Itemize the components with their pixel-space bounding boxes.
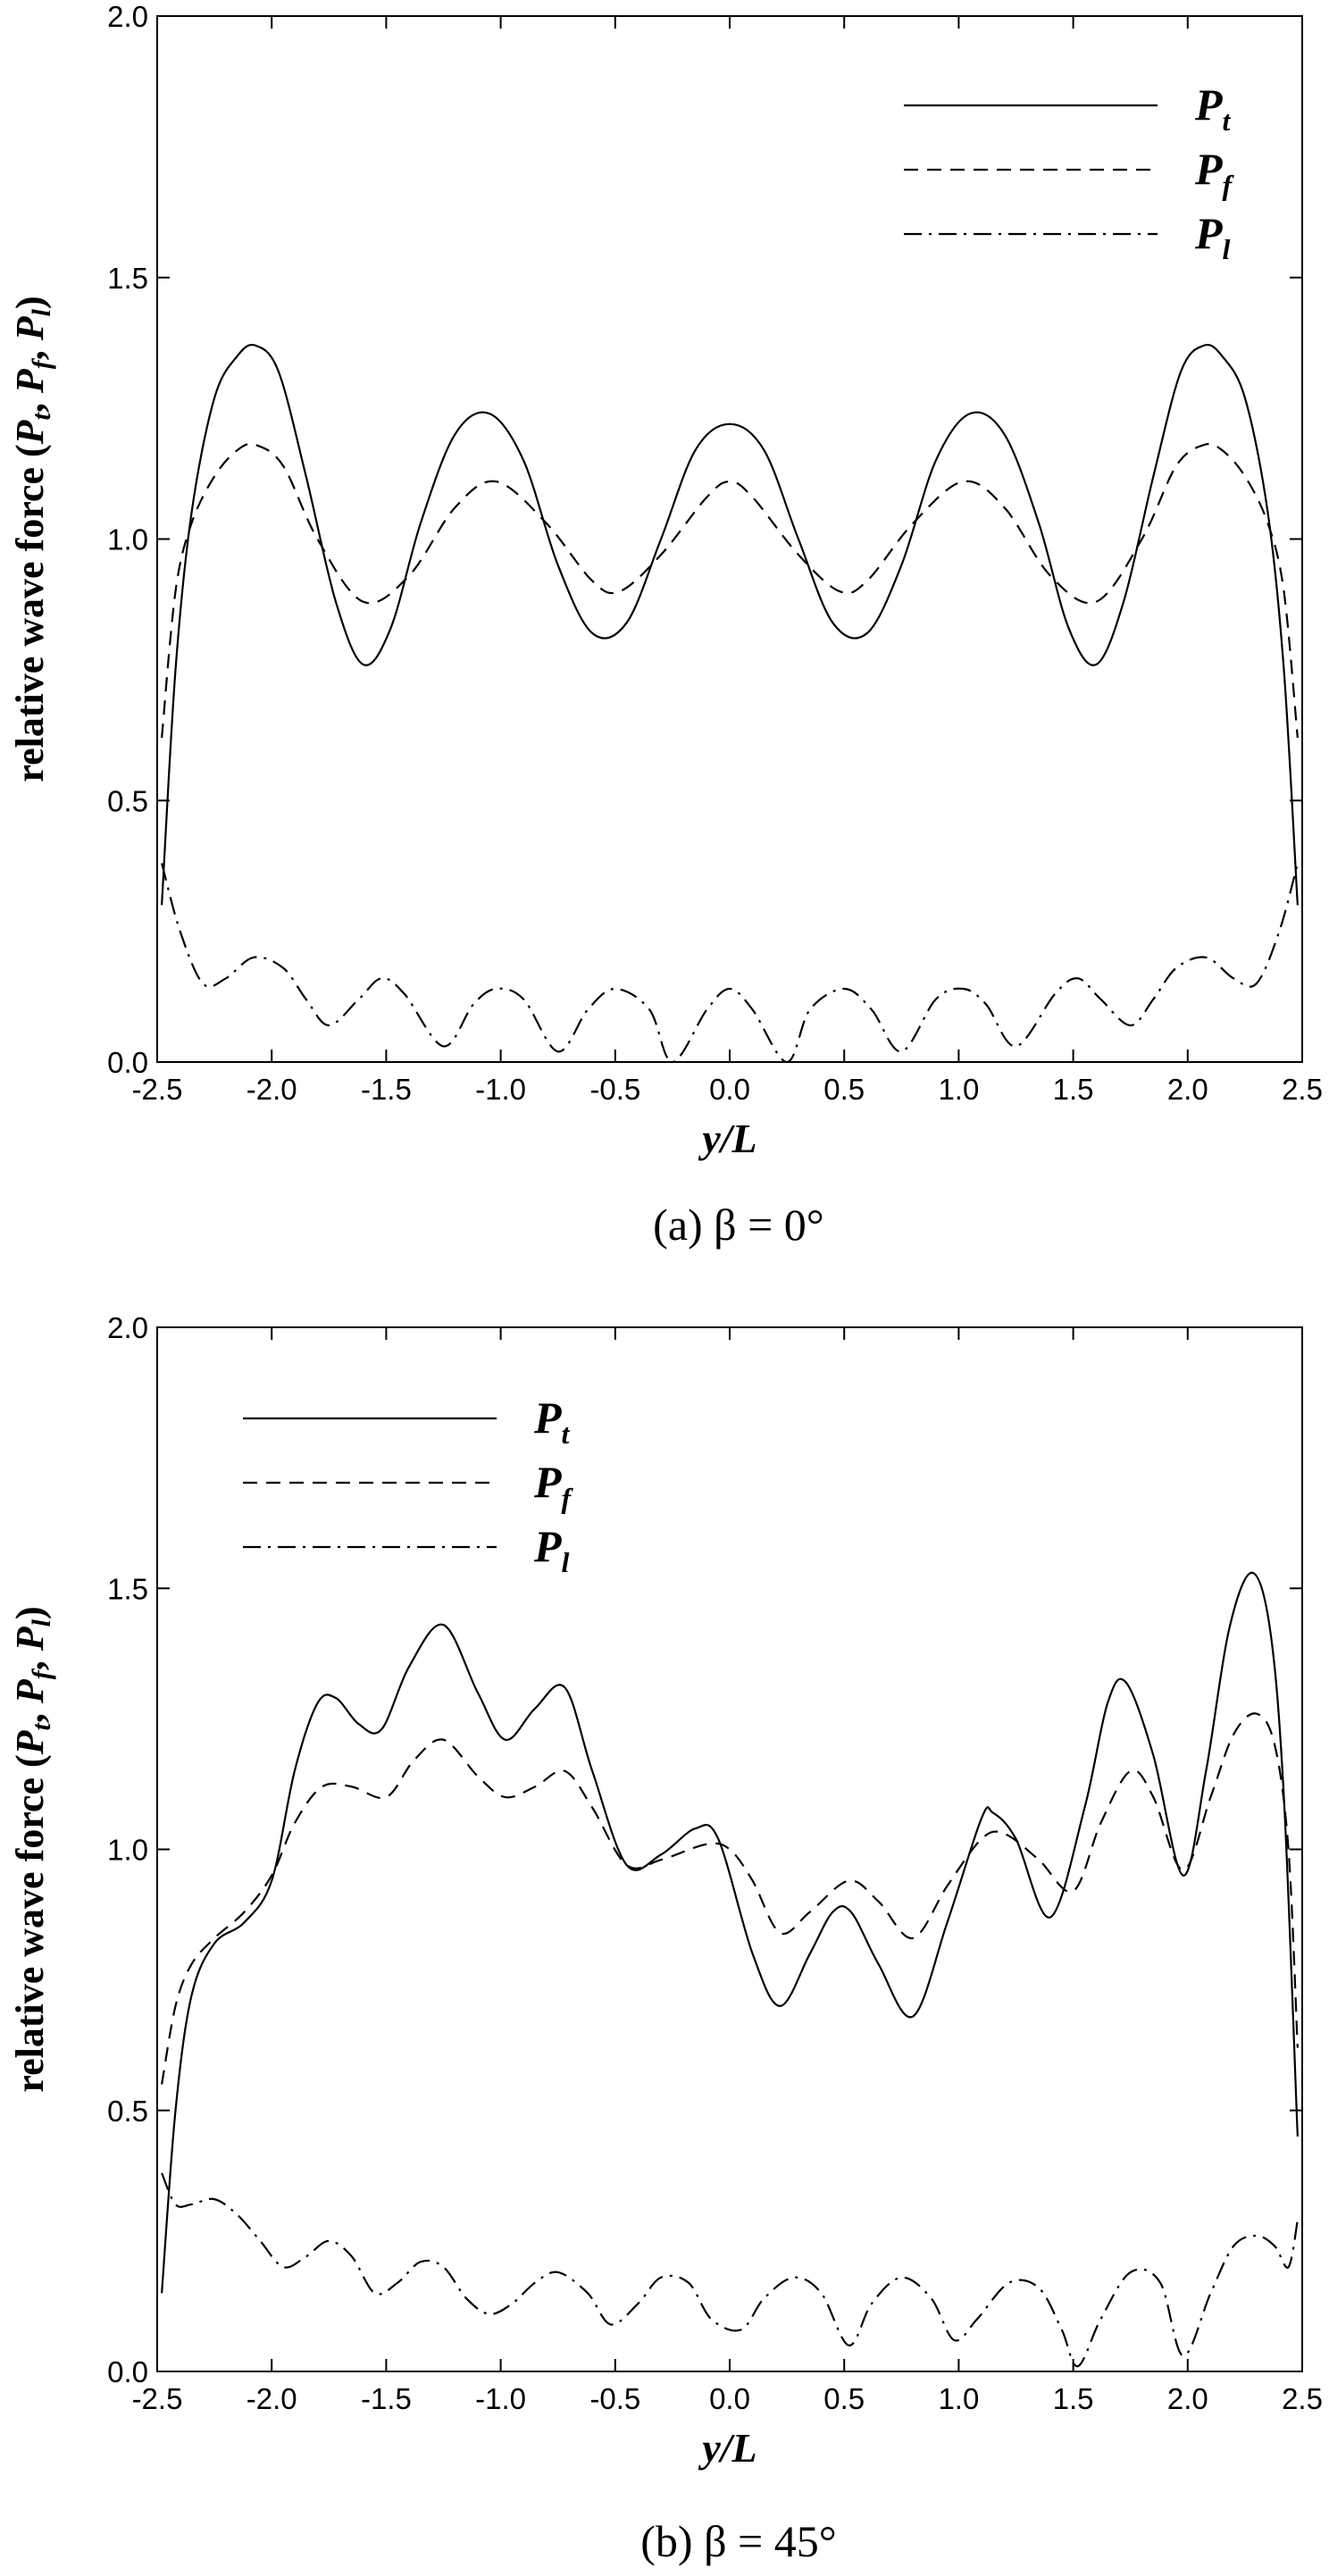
x-tick-label: 2.0 bbox=[1167, 2382, 1208, 2415]
series-line-Pf bbox=[161, 1712, 1299, 2085]
legend-label-Pt: Pt bbox=[533, 1393, 571, 1450]
y-tick-label: 2.0 bbox=[107, 1311, 148, 1344]
y-tick-label: 1.0 bbox=[107, 523, 148, 556]
x-tick-label: 1.5 bbox=[1053, 2382, 1094, 2415]
y-tick-label: 2.0 bbox=[107, 0, 148, 33]
x-tick-label: -0.5 bbox=[589, 1073, 640, 1106]
x-axis-title: y/L bbox=[698, 1116, 756, 1161]
series-line-Pt bbox=[161, 1571, 1299, 2294]
legend-label-Pt: Pt bbox=[1194, 79, 1232, 137]
x-tick-label: -2.0 bbox=[247, 2382, 297, 2415]
legend-label-Pl: Pl bbox=[1194, 208, 1231, 265]
y-tick-label: 1.5 bbox=[107, 262, 148, 295]
y-axis-title: relative wave force (Pt, Pf, Pl) bbox=[8, 296, 56, 782]
legend-label-Pl: Pl bbox=[533, 1521, 570, 1578]
y-tick-label: 0.5 bbox=[107, 2095, 148, 2128]
x-tick-label: -1.5 bbox=[361, 1073, 412, 1106]
x-tick-label: 0.0 bbox=[709, 1073, 750, 1106]
figure-caption: (b) β = 45° bbox=[640, 2516, 836, 2566]
y-tick-label: 1.0 bbox=[107, 1834, 148, 1867]
x-tick-label: 2.5 bbox=[1282, 1073, 1323, 1106]
x-tick-label: -2.5 bbox=[132, 1073, 183, 1106]
x-tick-label: 2.5 bbox=[1282, 2382, 1323, 2415]
plot-frame bbox=[156, 1326, 1303, 2372]
x-tick-label: -0.5 bbox=[589, 2382, 640, 2415]
chart-panel-b: -2.5 -2.0 -1.5 -1.0 -0.5 0.0 0.5 1.0 1.5 2.0 2.5 0.… bbox=[8, 1311, 1323, 2566]
x-tick-label: 1.0 bbox=[938, 2382, 979, 2415]
legend-label-Pf: Pf bbox=[533, 1457, 574, 1514]
series-line-Pt bbox=[161, 343, 1299, 906]
y-tick-label: 0.0 bbox=[107, 2355, 148, 2388]
series-line-Pl bbox=[161, 2172, 1299, 2368]
x-tick-label: 0.5 bbox=[823, 1073, 865, 1106]
x-axis-title: y/L bbox=[698, 2425, 756, 2471]
y-tick-label: 0.5 bbox=[107, 784, 148, 817]
legend-label-Pf: Pf bbox=[1194, 144, 1235, 201]
chart-panel-a: -2.5 -2.0 -1.5 -1.0 -0.5 0.0 0.5 1.0 1.5 2.0 2.5 0.… bbox=[8, 0, 1323, 1250]
y-tick-label: 1.5 bbox=[107, 1572, 148, 1605]
x-tick-label: -1.0 bbox=[475, 2382, 526, 2415]
x-tick-label: -1.0 bbox=[475, 1073, 526, 1106]
x-tick-label: 1.0 bbox=[938, 1073, 979, 1106]
figure-caption: (a) β = 0° bbox=[653, 1200, 824, 1250]
x-tick-label: -2.0 bbox=[247, 1073, 297, 1106]
series-line-Pl bbox=[161, 863, 1299, 1064]
y-axis-title: relative wave force (Pt, Pf, Pl) bbox=[8, 1606, 56, 2092]
x-tick-label: 0.0 bbox=[709, 2382, 750, 2415]
y-tick-label: 0.0 bbox=[107, 1046, 148, 1079]
x-tick-label: 1.5 bbox=[1053, 1073, 1094, 1106]
x-tick-label: -1.5 bbox=[361, 2382, 412, 2415]
x-tick-label: 2.0 bbox=[1167, 1073, 1208, 1106]
x-tick-label: -2.5 bbox=[132, 2382, 183, 2415]
series-line-Pf bbox=[161, 442, 1299, 739]
plot-frame bbox=[156, 15, 1303, 1063]
x-tick-label: 0.5 bbox=[823, 2382, 865, 2415]
